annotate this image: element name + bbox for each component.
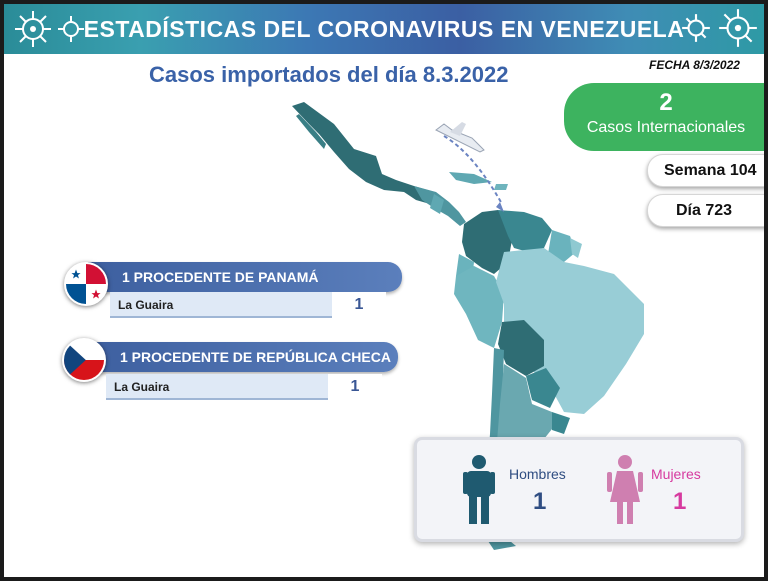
origin-title: 1 PROCEDENTE DE PANAMÁ <box>88 262 402 292</box>
origin-city: La Guaira <box>118 298 174 312</box>
origin-row: La Guaira 1 <box>110 292 386 318</box>
origin-count: 1 <box>332 292 386 318</box>
airplane-icon <box>435 122 504 212</box>
gender-breakdown: Hombres 1 Mujeres 1 <box>414 437 744 542</box>
virus-icon <box>719 9 757 47</box>
czech-flag-icon <box>62 338 106 382</box>
origin-count: 1 <box>328 374 382 400</box>
origin-city: La Guaira <box>114 380 170 394</box>
women-label: Mujeres <box>651 466 701 482</box>
infographic: ESTADÍSTICAS DEL CORONAVIRUS EN VENEZUEL… <box>4 4 764 577</box>
women-count: 1 <box>673 488 687 515</box>
virus-icon <box>15 11 51 47</box>
subtitle: Casos importados del día 8.3.2022 <box>149 62 509 87</box>
virus-icon <box>58 16 84 42</box>
origin-title: 1 PROCEDENTE DE REPÚBLICA CHECA <box>86 342 398 372</box>
page-title: ESTADÍSTICAS DEL CORONAVIRUS EN VENEZUEL… <box>83 16 685 42</box>
men-label: Hombres <box>509 466 566 482</box>
virus-icon <box>682 14 710 42</box>
week-badge: Semana 104 <box>647 154 764 187</box>
international-count: 2 <box>659 89 673 116</box>
international-label: Casos Internacionales <box>586 119 746 136</box>
panama-flag-icon <box>64 262 108 306</box>
day-badge: Día 723 <box>647 194 764 227</box>
international-cases-badge: 2 Casos Internacionales <box>564 83 764 151</box>
latin-america-map <box>292 102 644 550</box>
date-label: FECHA 8/3/2022 <box>649 58 740 72</box>
origin-row: La Guaira 1 <box>106 374 382 400</box>
woman-icon <box>607 455 643 524</box>
man-icon <box>463 455 495 524</box>
header-banner: ESTADÍSTICAS DEL CORONAVIRUS EN VENEZUEL… <box>4 4 764 54</box>
men-count: 1 <box>533 488 547 515</box>
